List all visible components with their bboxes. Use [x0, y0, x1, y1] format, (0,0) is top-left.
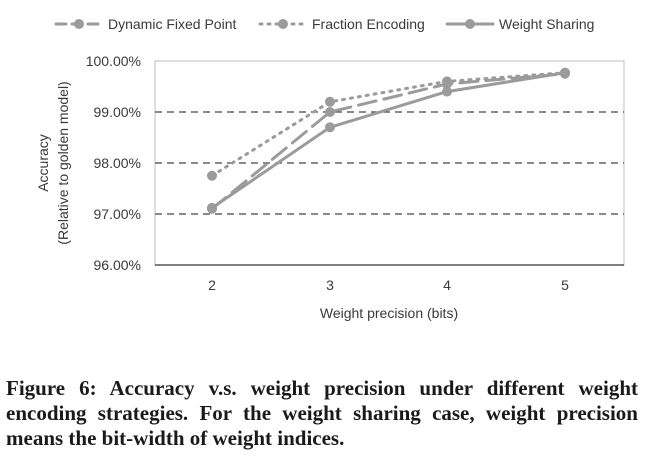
y-tick-label: 98.00% [94, 155, 141, 171]
series-weight-sharing [207, 67, 570, 213]
x-tick-label: 2 [208, 277, 216, 293]
y-tick-label: 97.00% [94, 206, 141, 222]
y-axis-ticks: 96.00% 97.00% 98.00% 99.00% 100.00% [86, 53, 141, 273]
data-point [207, 202, 217, 213]
legend-label: Dynamic Fixed Point [108, 16, 236, 32]
series-fraction-encoding [207, 67, 570, 181]
x-tick-label: 4 [443, 277, 451, 293]
data-point [442, 76, 452, 87]
y-axis-subtitle: (Relative to golden model) [55, 81, 71, 244]
x-axis-title: Weight precision (bits) [320, 305, 458, 321]
series-group [207, 67, 570, 214]
y-axis-title: Accuracy [35, 134, 51, 192]
legend-item: Fraction Encoding [258, 16, 425, 32]
legend-label: Weight Sharing [499, 16, 594, 32]
accuracy-chart: Dynamic Fixed Point Fraction Encoding Weig… [35, 16, 625, 321]
y-tick-label: 99.00% [94, 104, 141, 120]
legend-label: Fraction Encoding [312, 16, 425, 32]
series-line [210, 72, 567, 211]
x-tick-label: 5 [561, 277, 569, 293]
series-line [210, 71, 567, 178]
legend: Dynamic Fixed Point Fraction Encoding Weig… [54, 16, 594, 32]
legend-marker [465, 19, 475, 29]
data-point [325, 107, 335, 117]
legend-item: Weight Sharing [445, 16, 594, 32]
grid-lines [155, 111, 624, 266]
legend-marker [278, 19, 288, 29]
data-point [560, 67, 570, 78]
x-tick-label: 3 [326, 277, 334, 293]
y-tick-label: 96.00% [94, 257, 141, 273]
figure-caption: Figure 6: Accuracy v.s. weight precision… [6, 376, 638, 450]
data-point [207, 170, 217, 181]
x-axis-ticks: 2 3 4 5 [208, 277, 569, 293]
series-line [210, 71, 567, 210]
y-tick-label: 100.00% [86, 53, 141, 69]
legend-item: Dynamic Fixed Point [54, 16, 236, 32]
data-point [442, 86, 452, 97]
data-point [325, 96, 335, 107]
series-dynamic-fixed-point [207, 68, 570, 214]
data-point [325, 122, 335, 133]
legend-marker [74, 19, 84, 29]
